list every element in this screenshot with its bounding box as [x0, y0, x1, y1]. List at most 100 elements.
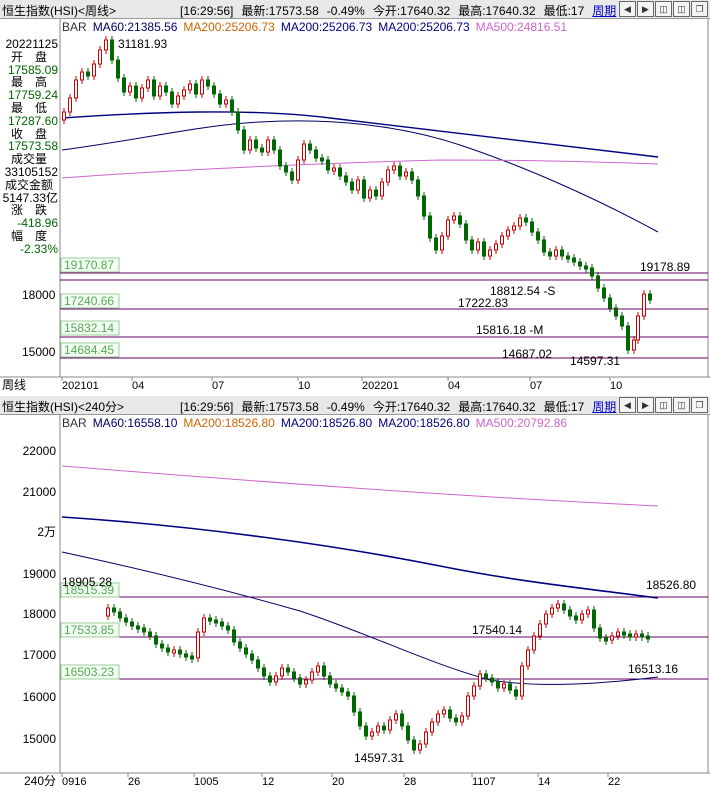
minute240-candle-body-12 [178, 649, 182, 655]
weekly-x-axis: 202101 04 07 10 202201 04 07 10 [61, 377, 622, 392]
weekly-candle-body-18 [170, 91, 174, 105]
weekly-candle-body-86 [578, 261, 582, 267]
weekly-candle-body-42 [314, 149, 318, 159]
minute240-candle-body-49 [400, 713, 404, 727]
ma60-line [61, 120, 659, 233]
minute240-panel: 恒生指数(HSI)<240分> [16:29:56] 最新:17573.58 -0.… [0, 396, 710, 792]
ytick-6: 16000 [23, 690, 57, 704]
hline-label-1: 17533.85 [64, 623, 114, 637]
annot-18526: 18526.80 [646, 578, 696, 592]
xtick-2: 07 [212, 380, 224, 392]
weekly-candle-body-54 [386, 169, 390, 183]
minute240-candle-body-57 [448, 709, 452, 719]
weekly-candle-body-38 [290, 171, 294, 181]
minute240-candle-body-77 [568, 609, 572, 617]
minute240-candle-body-44 [370, 731, 374, 737]
weekly-candle-body-71 [488, 249, 492, 257]
info-open-label: 开 盘 [10, 50, 47, 64]
annot-18905: 18905.28 [62, 575, 112, 589]
weekly-candle-body-55 [392, 165, 396, 171]
weekly-chart[interactable]: 18000 15000 19170.87 17240.66 15832.14 1… [0, 0, 710, 396]
minute240-candle-body-28 [274, 675, 278, 683]
minute240-title-bar: 恒生指数(HSI)<240分> [16:29:56] 最新:17573.58 -0.… [0, 396, 710, 415]
zoom-in-icon[interactable]: ◫ [673, 1, 690, 17]
scroll-left-icon[interactable]: ◀ [619, 1, 636, 17]
weekly-candle-body-93 [620, 315, 624, 327]
minute240-candle-body-27 [268, 675, 272, 683]
weekly-candle-body-69 [476, 241, 480, 251]
weekly-candle-body-62 [434, 237, 438, 251]
weekly-candle-body-47 [344, 175, 348, 183]
restore-window-icon[interactable]: ❐ [691, 397, 708, 413]
legend-bar: BAR [62, 20, 87, 34]
xtick-7: 10 [610, 380, 622, 392]
hline-label-2: 16503.23 [64, 665, 114, 679]
weekly-candle-body-17 [164, 85, 168, 93]
minute240-candle-body-34 [310, 671, 314, 681]
annot-18812: 18812.54 -S [490, 284, 555, 298]
minute240-candle-body-47 [388, 719, 392, 731]
minute240-candle-body-64 [490, 677, 494, 683]
minute240-chart[interactable]: 22000 21000 2万 19000 18000 17000 16000 15000 18… [0, 396, 710, 792]
hline-label-0: 18515.39 [64, 583, 114, 597]
weekly-candle-body-20 [182, 89, 186, 97]
weekly-candle-body-73 [500, 235, 504, 245]
info-low-label: 最 低 [10, 101, 47, 115]
period-link[interactable]: 周期 [592, 400, 617, 414]
scroll-right-icon[interactable]: ▶ [637, 397, 654, 413]
weekly-candle-body-16 [158, 85, 162, 97]
xtick-0: 0916 [62, 776, 86, 788]
quote-high: 最高:17640.32 [458, 400, 536, 414]
weekly-candle-body-3 [80, 71, 84, 81]
xtick-1: 26 [128, 776, 140, 788]
scroll-right-icon[interactable]: ▶ [637, 1, 654, 17]
scroll-left-icon[interactable]: ◀ [619, 397, 636, 413]
weekly-candle-body-76 [518, 217, 522, 227]
zoom-in-icon[interactable]: ◫ [673, 397, 690, 413]
minute240-candle-body-16 [202, 617, 206, 633]
weekly-candle-body-66 [458, 215, 462, 225]
restore-window-icon[interactable]: ❐ [691, 1, 708, 17]
quote-latest: 最新:17573.58 [241, 400, 319, 414]
annot-19178: 19178.89 [640, 260, 690, 274]
info-high-label: 最 高 [10, 76, 47, 90]
weekly-candle-body-5 [92, 63, 96, 77]
annot-16513: 16513.16 [628, 662, 678, 676]
minute240-candle-body-18 [214, 619, 218, 624]
minute240-candle-body-76 [562, 603, 566, 611]
xtick-0: 202101 [62, 380, 99, 392]
ytick-15000: 15000 [22, 345, 56, 359]
minute240-candle-body-52 [418, 743, 422, 751]
weekly-candle-body-10 [122, 77, 126, 93]
minute240-candle-body-42 [358, 711, 362, 727]
info-chg: -418.96 [17, 217, 58, 230]
weekly-candles [62, 36, 652, 354]
weekly-candle-body-22 [194, 83, 198, 95]
zoom-out-icon[interactable]: ◫ [655, 397, 672, 413]
minute240-candle-body-37 [328, 675, 332, 685]
minute240-candle-body-79 [580, 613, 584, 621]
period-link[interactable]: 周期 [592, 4, 617, 18]
weekly-candle-body-6 [98, 49, 102, 65]
weekly-candle-body-83 [560, 249, 564, 257]
zoom-out-icon[interactable]: ◫ [655, 1, 672, 17]
info-high: 17759.24 [7, 89, 58, 102]
weekly-candle-body-81 [548, 251, 552, 257]
hline-label-2: 15832.14 [64, 321, 114, 335]
weekly-candle-body-14 [146, 79, 150, 89]
weekly-candle-body-41 [308, 143, 312, 151]
weekly-candle-body-49 [356, 179, 360, 191]
hline-label-3: 14684.45 [64, 343, 114, 357]
weekly-candle-body-23 [200, 79, 204, 95]
weekly-candle-body-34 [266, 139, 270, 153]
minute240-candle-body-63 [484, 673, 488, 679]
ma500-line [61, 159, 659, 179]
weekly-candle-body-24 [206, 79, 210, 87]
minute240-candle-body-36 [322, 665, 326, 677]
minute240-candle-body-87 [628, 633, 632, 638]
annot-peak: 31181.93 [118, 37, 167, 51]
weekly-candle-body-75 [512, 225, 516, 231]
quote-low: 最低:17 [543, 4, 585, 18]
weekly-candle-body-19 [176, 95, 180, 105]
weekly-candle-body-57 [404, 171, 408, 177]
